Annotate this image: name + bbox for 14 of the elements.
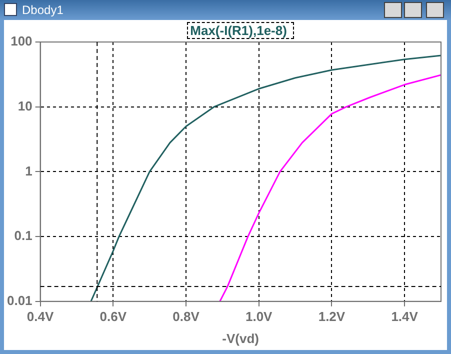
text: Max(-I(R1),1e-8) — [190, 23, 287, 38]
y-tick-label: 0.1 — [14, 228, 32, 244]
y-tick-label: 100 — [10, 34, 32, 49]
x-tick-label: 0.4V — [26, 308, 54, 324]
x-tick-label: 1.0V — [245, 308, 273, 324]
x-axis-title: -V(vd) — [222, 331, 259, 346]
x-tick-label: 0.8V — [172, 308, 200, 324]
chart-title: Dbody1 — [22, 3, 64, 17]
x-tick-label: 0.6V — [100, 308, 127, 324]
y-tick-label: 0.01 — [6, 292, 32, 308]
x-tick-label: 1.2V — [318, 308, 346, 324]
y-tick-label: 1 — [25, 163, 32, 178]
y-tick-label: 10 — [18, 98, 32, 114]
x-tick-label: 1.4V — [391, 308, 418, 324]
